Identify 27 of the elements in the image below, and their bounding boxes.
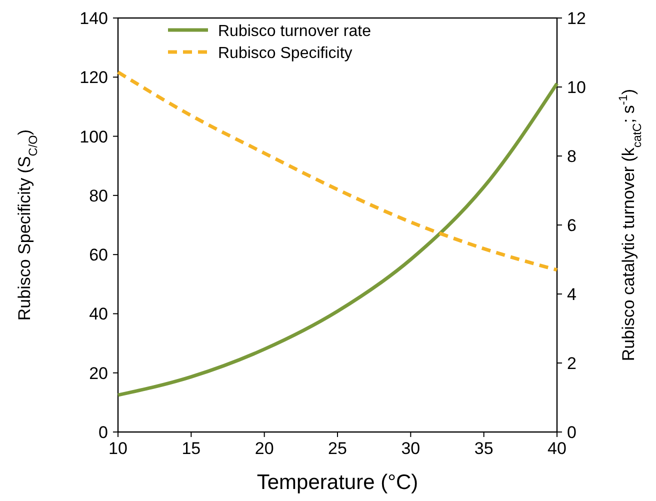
- y-tick-label: 20: [89, 364, 108, 383]
- x-tick-label: 30: [401, 439, 420, 458]
- y-tick-label: 100: [80, 127, 108, 146]
- x-tick-label: 25: [328, 439, 347, 458]
- y2-tick-label: 8: [567, 147, 576, 166]
- legend-label: Rubisco Specificity: [218, 45, 352, 62]
- x-axis-title: Temperature (°C): [256, 471, 418, 494]
- y-tick-label: 140: [80, 9, 108, 28]
- y2-tick-label: 6: [567, 216, 576, 235]
- y-tick-label: 120: [80, 68, 108, 88]
- y2-tick-label: 10: [567, 78, 586, 97]
- y-tick-label: 40: [89, 304, 108, 324]
- y-tick-label: 0: [98, 423, 108, 442]
- y-tick-label: 80: [89, 186, 108, 206]
- x-tick-label: 20: [254, 439, 274, 458]
- line-series: [116, 70, 559, 272]
- y2-tick-label: 4: [567, 285, 576, 304]
- y2-tick-label: 12: [567, 9, 586, 28]
- legend-label: Rubisco turnover rate: [218, 23, 372, 40]
- y2-tick-label: 2: [567, 354, 576, 373]
- y2-tick-label: 0: [567, 423, 576, 442]
- x-tick-label: 40: [548, 439, 566, 458]
- y-tick-label: 60: [89, 246, 108, 265]
- x-tick-label: 10: [108, 439, 128, 458]
- line-series: [116, 82, 559, 397]
- x-tick-label: 15: [182, 439, 201, 458]
- x-tick-label: 35: [474, 439, 494, 458]
